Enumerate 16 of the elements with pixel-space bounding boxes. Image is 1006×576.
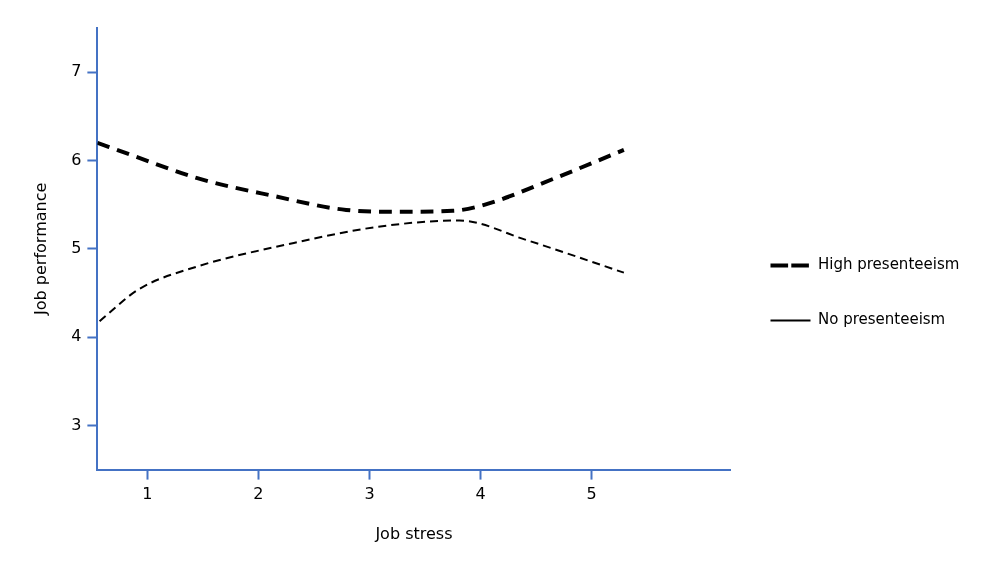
y-tick-label: 4 [71,326,82,346]
x-tick-label: 3 [364,484,375,504]
y-tick-label: 6 [71,149,82,169]
x-tick-label: 2 [253,484,264,504]
x-tick-label: 1 [142,484,153,504]
legend-label: High presenteeism [818,255,960,274]
line-series [98,219,625,323]
x-axis-title: Job stress [374,523,453,543]
y-tick-label: 7 [71,61,82,81]
x-tick-label: 5 [586,484,597,504]
y-tick-label: 3 [71,414,82,434]
x-tick-label: 4 [475,484,486,504]
line-series [97,140,626,214]
y-axis-title: Job performance [30,182,50,316]
legend-label: No presenteeism [818,310,946,329]
y-tick-label: 5 [71,237,82,257]
